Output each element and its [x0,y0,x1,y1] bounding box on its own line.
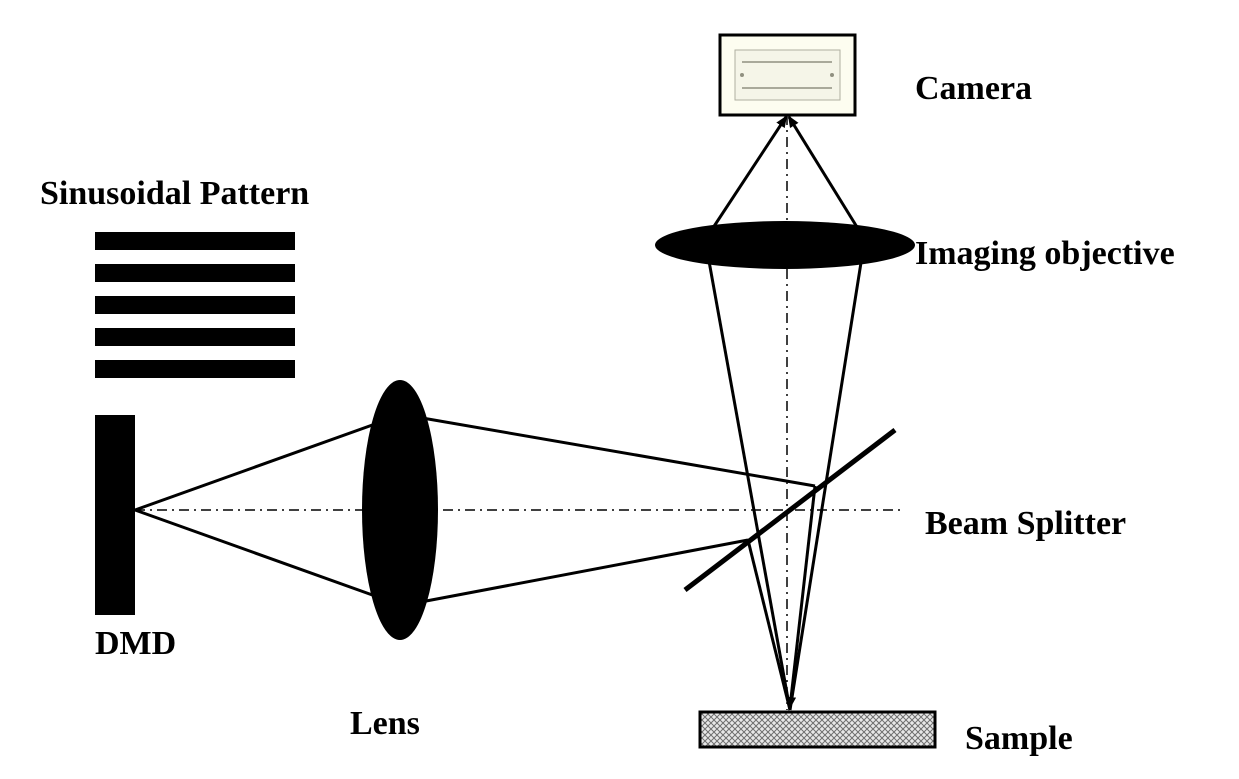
ray-lens-splitter-top [405,415,815,486]
label-imaging-objective: Imaging objective [915,235,1175,273]
ray-splitter-sample-a [790,486,815,707]
label-dmd: DMD [95,625,176,663]
label-sinusoidal-pattern: Sinusoidal Pattern [40,175,309,213]
label-beam-splitter: Beam Splitter [925,505,1126,543]
label-sample: Sample [965,720,1073,758]
ray-dmd-lens-bot [135,510,392,602]
camera-block [720,35,855,115]
ray-lens-splitter-bot [405,540,748,605]
sample-block [700,712,935,747]
ray-dmd-lens-top [135,418,392,510]
sinusoidal-pattern-bars [95,232,295,378]
imaging-objective-lens [655,221,915,269]
optical-diagram [0,0,1239,779]
dmd-block [95,415,135,615]
ray-sample-imglens-right [790,250,863,710]
label-camera: Camera [915,70,1032,108]
ray-splitter-sample-b [748,540,790,710]
label-lens: Lens [350,705,420,743]
